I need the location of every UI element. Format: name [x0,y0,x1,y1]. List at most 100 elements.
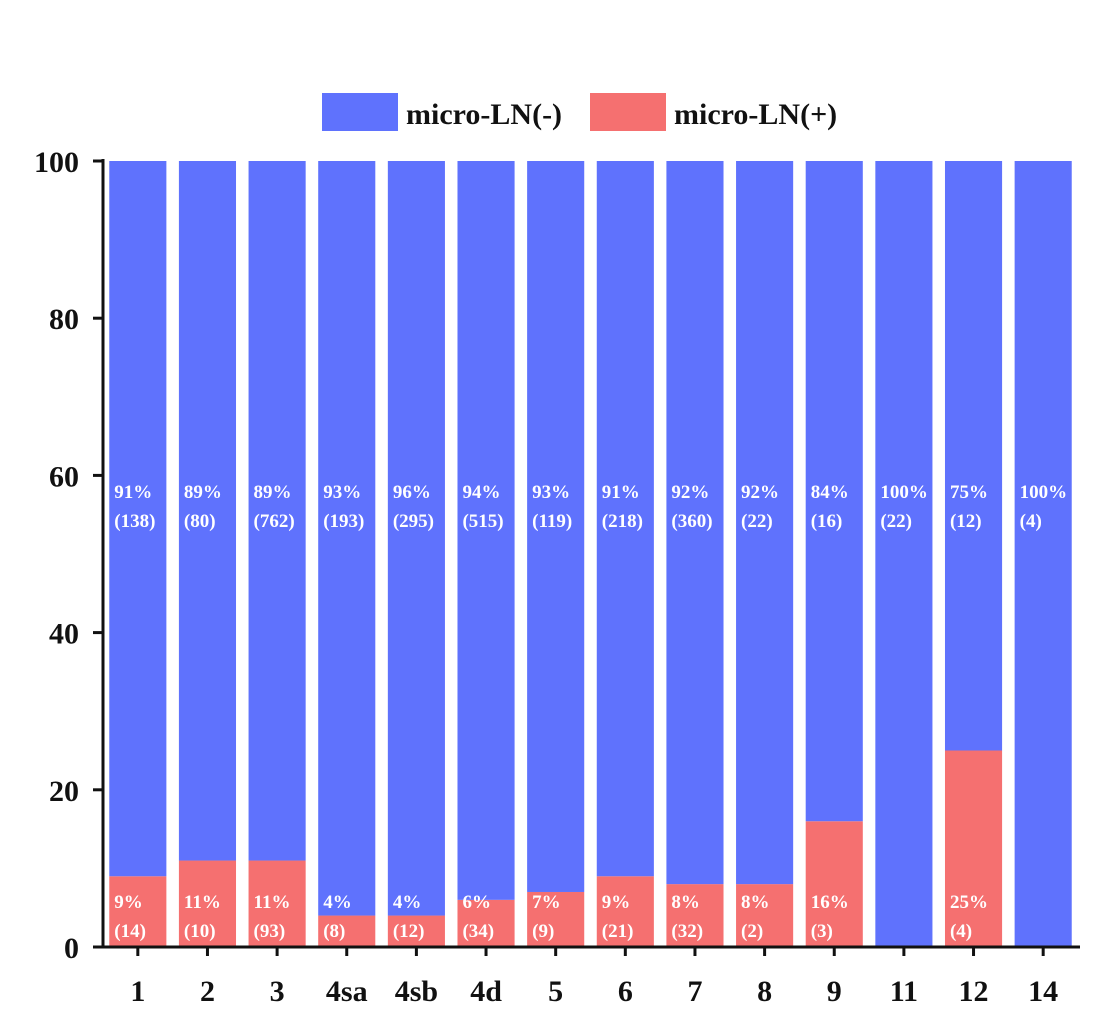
label-pct-micro-ln-pos-1: 9% [114,892,142,913]
label-count-micro-ln-pos-4d: (34) [462,921,494,942]
y-tick-label-80: 80 [49,303,79,336]
bar-micro-ln-pos-7 [666,884,724,947]
label-count-micro-ln-pos-5: (9) [532,921,554,942]
x-tick-label-3: 3 [270,975,285,1008]
label-pct-micro-ln-neg-2: 89% [184,482,222,503]
label-count-micro-ln-neg-4sb: (295) [393,511,434,532]
bar-micro-ln-pos-4sb [387,915,445,947]
bar-micro-ln-neg-1 [109,161,167,877]
label-count-micro-ln-neg-12: (12) [950,511,982,532]
label-count-micro-ln-neg-6: (218) [602,511,643,532]
bar-micro-ln-neg-5 [527,161,585,892]
bar-micro-ln-neg-4sb [387,161,445,916]
bar-micro-ln-neg-4d [457,161,515,900]
bar-micro-ln-neg-11 [875,161,933,947]
label-count-micro-ln-pos-6: (21) [602,921,634,942]
bar-micro-ln-pos-8 [736,884,794,947]
bar-micro-ln-neg-7 [666,161,724,885]
y-tick-label-20: 20 [49,775,79,808]
x-tick-label-4d: 4d [470,975,502,1008]
x-tick-label-9: 9 [827,975,842,1008]
x-tick-label-6: 6 [618,975,633,1008]
label-pct-micro-ln-neg-12: 75% [950,482,988,503]
bars-layer [109,161,1072,947]
bar-micro-ln-pos-12 [944,750,1003,947]
x-tick-label-14: 14 [1028,975,1058,1008]
bar-micro-ln-neg-8 [736,161,794,885]
bar-micro-ln-neg-12 [944,161,1003,751]
bar-micro-ln-pos-2 [178,860,237,947]
label-count-micro-ln-pos-2: (10) [184,921,216,942]
bar-micro-ln-pos-1 [109,876,167,947]
x-tick-label-5: 5 [548,975,563,1008]
label-pct-micro-ln-pos-5: 7% [532,892,561,913]
bar-micro-ln-pos-6 [596,876,654,947]
label-pct-micro-ln-pos-4d: 6% [462,892,491,913]
label-pct-micro-ln-pos-4sb: 4% [393,892,422,913]
label-count-micro-ln-pos-9: (3) [811,921,833,942]
x-tick-label-11: 11 [890,975,918,1008]
label-count-micro-ln-neg-14: (4) [1020,511,1042,532]
label-pct-micro-ln-neg-4d: 94% [462,482,500,503]
label-pct-micro-ln-neg-11: 100% [880,482,928,503]
label-count-micro-ln-pos-12: (4) [950,921,972,942]
bar-micro-ln-neg-6 [596,161,654,877]
y-tick-label-60: 60 [49,460,79,493]
bar-micro-ln-pos-9 [805,821,863,947]
bar-micro-ln-neg-3 [248,161,306,861]
label-count-micro-ln-pos-4sa: (8) [323,921,345,942]
label-pct-micro-ln-pos-2: 11% [184,892,221,913]
x-tick-label-4sa: 4sa [326,975,368,1008]
bar-micro-ln-pos-5 [527,891,585,947]
label-pct-micro-ln-pos-3: 11% [254,892,291,913]
x-tick-label-12: 12 [959,975,989,1008]
label-pct-micro-ln-pos-12: 25% [950,892,988,913]
label-count-micro-ln-neg-1: (138) [114,511,155,532]
bar-micro-ln-pos-4sa [318,915,376,947]
label-count-micro-ln-neg-4d: (515) [462,511,503,532]
label-pct-micro-ln-neg-5: 93% [532,482,570,503]
legend-label-micro-ln-neg: micro-LN(-) [406,98,562,131]
label-pct-micro-ln-pos-9: 16% [811,892,849,913]
x-tick-label-2: 2 [200,975,215,1008]
label-count-micro-ln-neg-11: (22) [880,511,912,532]
label-pct-micro-ln-pos-6: 9% [602,892,631,913]
bar-labels-layer: 91% (138) 9% (14) 89% (80) 11% (10) 89% (762) 11% (… [114,482,1067,942]
label-pct-micro-ln-neg-1: 91% [114,482,152,503]
label-pct-micro-ln-neg-4sb: 96% [393,482,431,503]
legend-label-micro-ln-pos: micro-LN(+) [674,98,837,131]
label-count-micro-ln-pos-8: (2) [741,921,763,942]
y-tick-label-40: 40 [49,618,79,651]
label-count-micro-ln-pos-7: (32) [671,921,703,942]
x-tick-label-1: 1 [130,975,145,1008]
label-pct-micro-ln-neg-4sa: 93% [323,482,361,503]
label-pct-micro-ln-pos-8: 8% [741,892,770,913]
bar-micro-ln-pos-4d [457,899,515,947]
label-pct-micro-ln-neg-14: 100% [1020,482,1068,503]
label-count-micro-ln-neg-7: (360) [671,511,712,532]
label-count-micro-ln-neg-5: (119) [532,511,572,532]
x-tick-label-7: 7 [687,975,702,1008]
label-pct-micro-ln-neg-7: 92% [671,482,709,503]
label-pct-micro-ln-pos-7: 8% [671,892,700,913]
bar-micro-ln-neg-2 [178,161,237,861]
label-pct-micro-ln-pos-4sa: 4% [323,892,352,913]
y-tick-label-0: 0 [64,932,79,965]
bar-micro-ln-neg-9 [805,161,863,822]
label-count-micro-ln-pos-3: (93) [254,921,286,942]
legend: micro-LN(-) micro-LN(+) [322,93,837,131]
legend-swatch-micro-ln-pos [590,93,666,131]
label-count-micro-ln-neg-9: (16) [811,511,843,532]
bar-micro-ln-neg-14 [1014,161,1072,947]
label-pct-micro-ln-neg-6: 91% [602,482,640,503]
label-count-micro-ln-neg-4sa: (193) [323,511,364,532]
x-tick-label-4sb: 4sb [395,975,438,1008]
bar-micro-ln-neg-4sa [318,161,376,916]
label-count-micro-ln-pos-4sb: (12) [393,921,425,942]
label-count-micro-ln-pos-1: (14) [114,921,146,942]
legend-swatch-micro-ln-neg [322,93,398,131]
x-tick-label-8: 8 [757,975,772,1008]
bar-micro-ln-pos-3 [248,860,306,947]
